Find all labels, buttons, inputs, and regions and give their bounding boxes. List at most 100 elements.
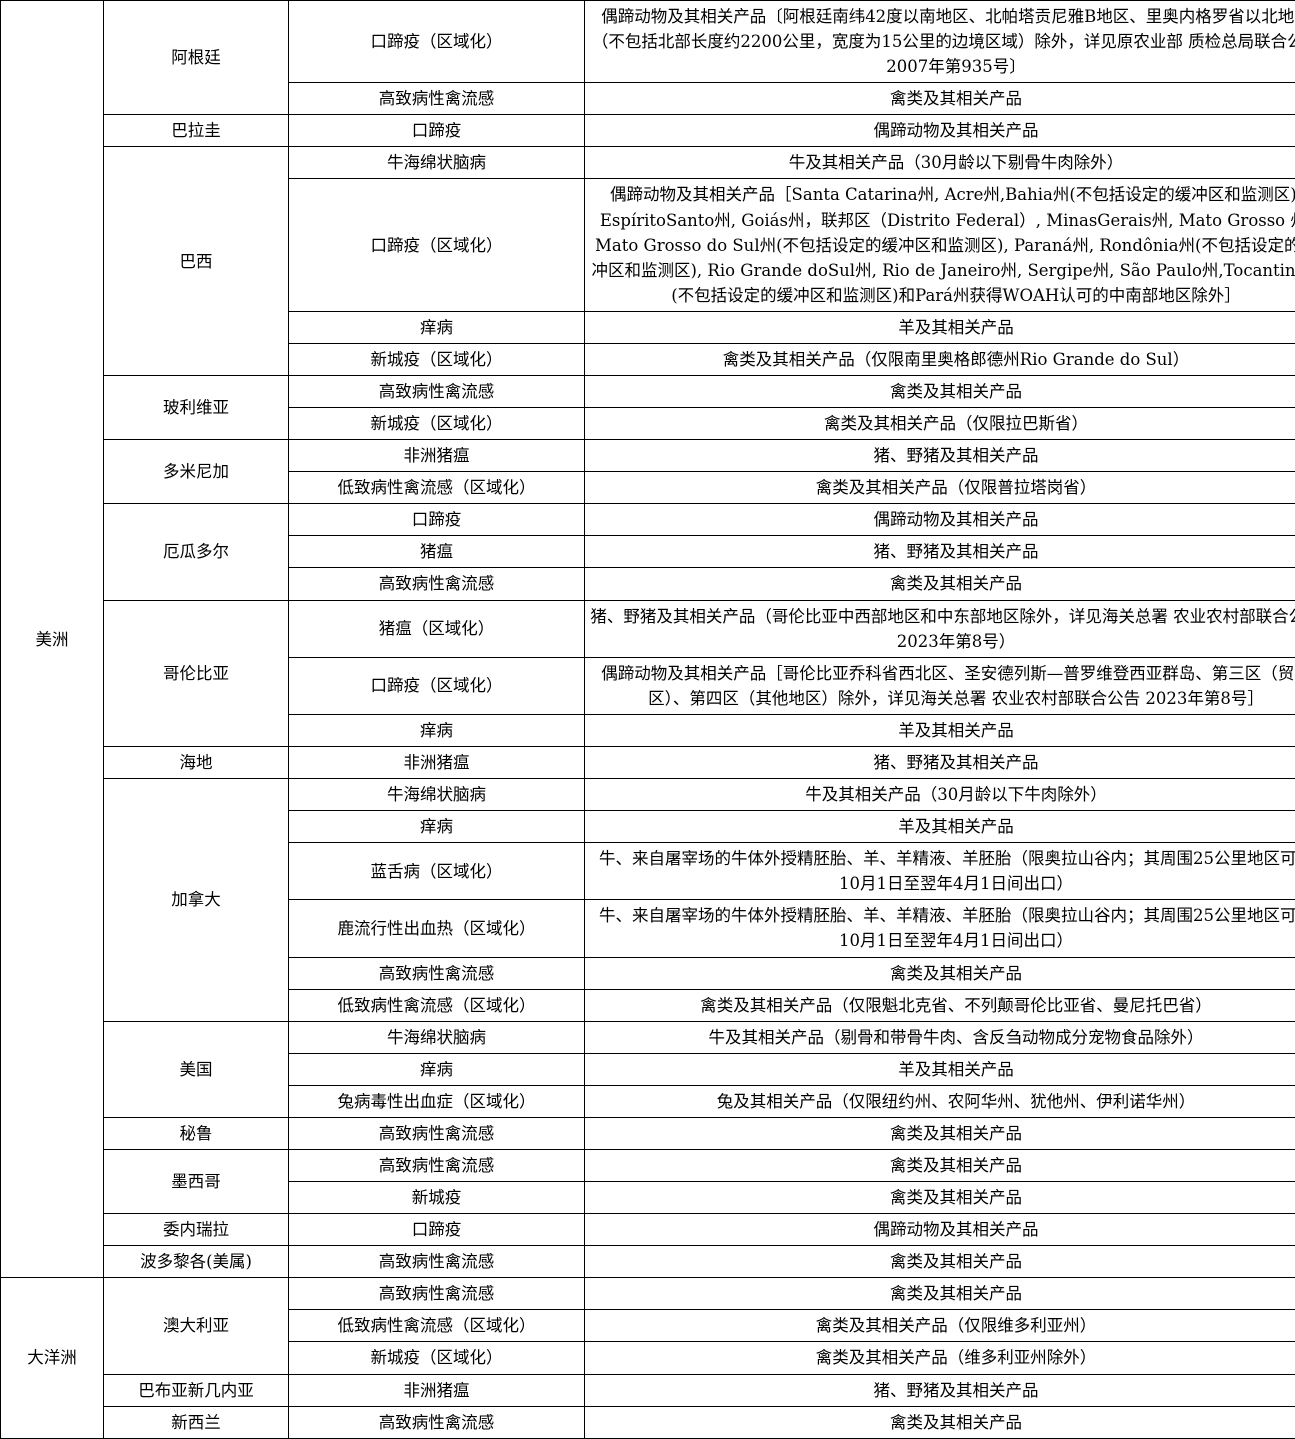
- country-cell: 委内瑞拉: [104, 1214, 289, 1246]
- product-cell: 羊及其相关产品: [585, 811, 1295, 843]
- table-row: 秘鲁高致病性禽流感禽类及其相关产品: [1, 1117, 1295, 1149]
- table-row: 海地非洲猪瘟猪、野猪及其相关产品: [1, 746, 1295, 778]
- product-cell: 禽类及其相关产品: [585, 1278, 1295, 1310]
- country-cell: 巴布亚新几内亚: [104, 1374, 289, 1406]
- disease-cell: 新城疫（区域化）: [289, 408, 585, 440]
- disease-cell: 痒病: [289, 811, 585, 843]
- table-row: 美国牛海绵状脑病牛及其相关产品（剔骨和带骨牛肉、含反刍动物成分宠物食品除外）: [1, 1021, 1295, 1053]
- disease-cell: 牛海绵状脑病: [289, 1021, 585, 1053]
- region-cell: 美洲: [1, 1, 104, 1278]
- disease-cell: 痒病: [289, 1053, 585, 1085]
- disease-cell: 高致病性禽流感: [289, 1406, 585, 1438]
- disease-cell: 鹿流行性出血热（区域化）: [289, 900, 585, 957]
- table-row: 加拿大牛海绵状脑病牛及其相关产品（30月龄以下牛肉除外）: [1, 779, 1295, 811]
- country-cell: 波多黎各(美属): [104, 1246, 289, 1278]
- table-row: 巴西牛海绵状脑病牛及其相关产品（30月龄以下剔骨牛肉除外）: [1, 147, 1295, 179]
- disease-cell: 低致病性禽流感（区域化）: [289, 472, 585, 504]
- country-cell: 澳大利亚: [104, 1278, 289, 1374]
- disease-cell: 非洲猪瘟: [289, 746, 585, 778]
- country-cell: 多米尼加: [104, 440, 289, 504]
- disease-cell: 非洲猪瘟: [289, 440, 585, 472]
- product-cell: 禽类及其相关产品（仅限拉巴斯省）: [585, 408, 1295, 440]
- product-cell: 禽类及其相关产品（仅限南里奥格郎德州Rio Grande do Sul）: [585, 343, 1295, 375]
- product-cell: 猪、野猪及其相关产品: [585, 1374, 1295, 1406]
- disease-cell: 口蹄疫: [289, 504, 585, 536]
- product-cell: 羊及其相关产品: [585, 714, 1295, 746]
- product-cell: 禽类及其相关产品: [585, 1182, 1295, 1214]
- product-cell: 禽类及其相关产品: [585, 1117, 1295, 1149]
- disease-cell: 低致病性禽流感（区域化）: [289, 1310, 585, 1342]
- country-cell: 玻利维亚: [104, 376, 289, 440]
- disease-cell: 口蹄疫（区域化）: [289, 179, 585, 311]
- country-cell: 哥伦比亚: [104, 600, 289, 746]
- disease-cell: 高致病性禽流感: [289, 957, 585, 989]
- product-cell: 禽类及其相关产品（维多利亚州除外）: [585, 1342, 1295, 1374]
- disease-cell: 猪瘟（区域化）: [289, 600, 585, 657]
- product-cell: 猪、野猪及其相关产品: [585, 746, 1295, 778]
- product-cell: 禽类及其相关产品: [585, 83, 1295, 115]
- disease-cell: 高致病性禽流感: [289, 1117, 585, 1149]
- product-cell: 禽类及其相关产品: [585, 957, 1295, 989]
- disease-cell: 口蹄疫（区域化）: [289, 1, 585, 83]
- country-cell: 厄瓜多尔: [104, 504, 289, 600]
- table-row: 巴拉圭口蹄疫偶蹄动物及其相关产品: [1, 115, 1295, 147]
- country-cell: 美国: [104, 1021, 289, 1117]
- country-cell: 新西兰: [104, 1406, 289, 1438]
- country-cell: 墨西哥: [104, 1149, 289, 1213]
- product-cell: 羊及其相关产品: [585, 311, 1295, 343]
- disease-cell: 新城疫（区域化）: [289, 1342, 585, 1374]
- disease-cell: 蓝舌病（区域化）: [289, 843, 585, 900]
- disease-cell: 口蹄疫（区域化）: [289, 657, 585, 714]
- disease-cell: 兔病毒性出血症（区域化）: [289, 1085, 585, 1117]
- product-cell: 牛、来自屠宰场的牛体外授精胚胎、羊、羊精液、羊胚胎（限奥拉山谷内；其周围25公里…: [585, 843, 1295, 900]
- product-cell: 禽类及其相关产品（仅限魁北克省、不列颠哥伦比亚省、曼尼托巴省）: [585, 989, 1295, 1021]
- table-row: 多米尼加非洲猪瘟猪、野猪及其相关产品: [1, 440, 1295, 472]
- disease-cell: 牛海绵状脑病: [289, 147, 585, 179]
- product-cell: 兔及其相关产品（仅限纽约州、农阿华州、犹他州、伊利诺华州）: [585, 1085, 1295, 1117]
- product-cell: 禽类及其相关产品: [585, 1246, 1295, 1278]
- disease-cell: 低致病性禽流感（区域化）: [289, 989, 585, 1021]
- table-row: 哥伦比亚猪瘟（区域化）猪、野猪及其相关产品（哥伦比亚中西部地区和中东部地区除外，…: [1, 600, 1295, 657]
- disease-cell: 高致病性禽流感: [289, 1149, 585, 1181]
- disease-cell: 口蹄疫: [289, 115, 585, 147]
- disease-cell: 高致病性禽流感: [289, 83, 585, 115]
- product-cell: 牛、来自屠宰场的牛体外授精胚胎、羊、羊精液、羊胚胎（限奥拉山谷内；其周围25公里…: [585, 900, 1295, 957]
- product-cell: 禽类及其相关产品: [585, 568, 1295, 600]
- product-cell: 偶蹄动物及其相关产品〔阿根廷南纬42度以南地区、北帕塔贡尼雅B地区、里奥内格罗省…: [585, 1, 1295, 83]
- table-row: 玻利维亚高致病性禽流感禽类及其相关产品: [1, 376, 1295, 408]
- disease-cell: 口蹄疫: [289, 1214, 585, 1246]
- disease-cell: 高致病性禽流感: [289, 1278, 585, 1310]
- disease-cell: 猪瘟: [289, 536, 585, 568]
- product-cell: 偶蹄动物及其相关产品［Santa Catarina州, Acre州,Bahia州…: [585, 179, 1295, 311]
- disease-cell: 高致病性禽流感: [289, 376, 585, 408]
- disease-cell: 痒病: [289, 714, 585, 746]
- table-row: 新西兰高致病性禽流感禽类及其相关产品: [1, 1406, 1295, 1438]
- country-cell: 巴西: [104, 147, 289, 376]
- country-cell: 海地: [104, 746, 289, 778]
- table-row: 墨西哥高致病性禽流感禽类及其相关产品: [1, 1149, 1295, 1181]
- product-cell: 偶蹄动物及其相关产品: [585, 115, 1295, 147]
- disease-cell: 非洲猪瘟: [289, 1374, 585, 1406]
- product-cell: 牛及其相关产品（30月龄以下剔骨牛肉除外）: [585, 147, 1295, 179]
- product-cell: 羊及其相关产品: [585, 1053, 1295, 1085]
- product-cell: 猪、野猪及其相关产品: [585, 440, 1295, 472]
- country-cell: 加拿大: [104, 779, 289, 1022]
- table-row: 巴布亚新几内亚非洲猪瘟猪、野猪及其相关产品: [1, 1374, 1295, 1406]
- product-cell: 偶蹄动物及其相关产品: [585, 504, 1295, 536]
- product-cell: 禽类及其相关产品（仅限维多利亚州）: [585, 1310, 1295, 1342]
- disease-cell: 新城疫（区域化）: [289, 343, 585, 375]
- disease-cell: 高致病性禽流感: [289, 568, 585, 600]
- product-cell: 禽类及其相关产品: [585, 376, 1295, 408]
- product-cell: 禽类及其相关产品: [585, 1149, 1295, 1181]
- product-cell: 禽类及其相关产品（仅限普拉塔岗省）: [585, 472, 1295, 504]
- disease-cell: 牛海绵状脑病: [289, 779, 585, 811]
- country-cell: 阿根廷: [104, 1, 289, 115]
- product-cell: 牛及其相关产品（30月龄以下牛肉除外）: [585, 779, 1295, 811]
- table-row: 委内瑞拉口蹄疫偶蹄动物及其相关产品: [1, 1214, 1295, 1246]
- product-cell: 猪、野猪及其相关产品: [585, 536, 1295, 568]
- region-cell: 大洋洲: [1, 1278, 104, 1438]
- disease-cell: 高致病性禽流感: [289, 1246, 585, 1278]
